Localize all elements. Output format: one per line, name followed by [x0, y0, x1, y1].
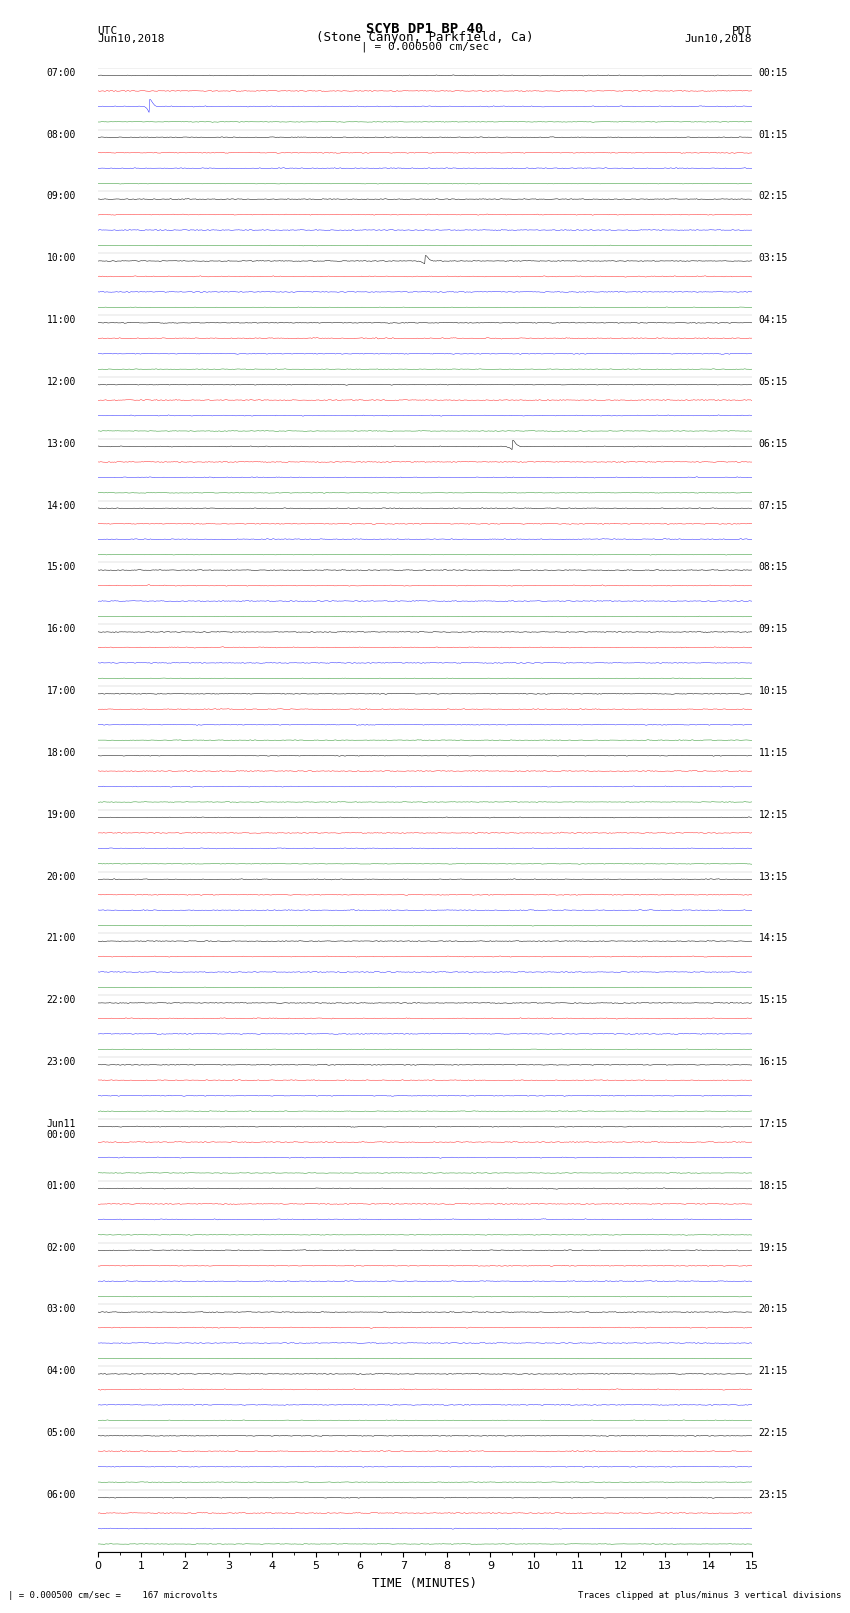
Text: 02:15: 02:15 — [759, 192, 788, 202]
Text: 06:00: 06:00 — [47, 1490, 76, 1500]
Text: 00:15: 00:15 — [759, 68, 788, 77]
Text: 09:00: 09:00 — [47, 192, 76, 202]
Text: 20:00: 20:00 — [47, 871, 76, 882]
Text: 14:15: 14:15 — [759, 934, 788, 944]
Text: 09:15: 09:15 — [759, 624, 788, 634]
Text: 20:15: 20:15 — [759, 1305, 788, 1315]
Text: 23:15: 23:15 — [759, 1490, 788, 1500]
Text: 16:00: 16:00 — [47, 624, 76, 634]
Text: 11:00: 11:00 — [47, 315, 76, 326]
Text: 15:00: 15:00 — [47, 563, 76, 573]
Text: 03:15: 03:15 — [759, 253, 788, 263]
Text: 14:00: 14:00 — [47, 500, 76, 511]
Text: 12:00: 12:00 — [47, 377, 76, 387]
Text: 21:00: 21:00 — [47, 934, 76, 944]
Text: 02:00: 02:00 — [47, 1242, 76, 1253]
Text: Jun11
00:00: Jun11 00:00 — [47, 1119, 76, 1140]
Text: 01:00: 01:00 — [47, 1181, 76, 1190]
Text: 06:15: 06:15 — [759, 439, 788, 448]
Text: 10:15: 10:15 — [759, 686, 788, 697]
Text: 22:00: 22:00 — [47, 995, 76, 1005]
Text: (Stone Canyon, Parkfield, Ca): (Stone Canyon, Parkfield, Ca) — [316, 31, 534, 44]
Text: 07:00: 07:00 — [47, 68, 76, 77]
Text: 08:00: 08:00 — [47, 129, 76, 140]
Text: UTC: UTC — [98, 26, 118, 35]
Text: 05:15: 05:15 — [759, 377, 788, 387]
Text: 07:15: 07:15 — [759, 500, 788, 511]
Text: 12:15: 12:15 — [759, 810, 788, 819]
Text: 23:00: 23:00 — [47, 1057, 76, 1068]
Text: Traces clipped at plus/minus 3 vertical divisions: Traces clipped at plus/minus 3 vertical … — [578, 1590, 842, 1600]
Text: 17:00: 17:00 — [47, 686, 76, 697]
Text: | = 0.000500 cm/sec: | = 0.000500 cm/sec — [361, 40, 489, 52]
Text: Jun10,2018: Jun10,2018 — [98, 34, 165, 44]
Text: Jun10,2018: Jun10,2018 — [685, 34, 752, 44]
Text: 11:15: 11:15 — [759, 748, 788, 758]
Text: 13:15: 13:15 — [759, 871, 788, 882]
Text: 05:00: 05:00 — [47, 1428, 76, 1439]
Text: PDT: PDT — [732, 26, 752, 35]
Text: 08:15: 08:15 — [759, 563, 788, 573]
X-axis label: TIME (MINUTES): TIME (MINUTES) — [372, 1578, 478, 1590]
Text: 03:00: 03:00 — [47, 1305, 76, 1315]
Text: 15:15: 15:15 — [759, 995, 788, 1005]
Text: 19:00: 19:00 — [47, 810, 76, 819]
Text: 17:15: 17:15 — [759, 1119, 788, 1129]
Text: 18:15: 18:15 — [759, 1181, 788, 1190]
Text: 19:15: 19:15 — [759, 1242, 788, 1253]
Text: 22:15: 22:15 — [759, 1428, 788, 1439]
Text: 18:00: 18:00 — [47, 748, 76, 758]
Text: 01:15: 01:15 — [759, 129, 788, 140]
Text: | = 0.000500 cm/sec =    167 microvolts: | = 0.000500 cm/sec = 167 microvolts — [8, 1590, 218, 1600]
Text: 16:15: 16:15 — [759, 1057, 788, 1068]
Text: 04:00: 04:00 — [47, 1366, 76, 1376]
Text: 13:00: 13:00 — [47, 439, 76, 448]
Text: 04:15: 04:15 — [759, 315, 788, 326]
Text: 21:15: 21:15 — [759, 1366, 788, 1376]
Text: SCYB DP1 BP 40: SCYB DP1 BP 40 — [366, 23, 484, 35]
Text: 10:00: 10:00 — [47, 253, 76, 263]
